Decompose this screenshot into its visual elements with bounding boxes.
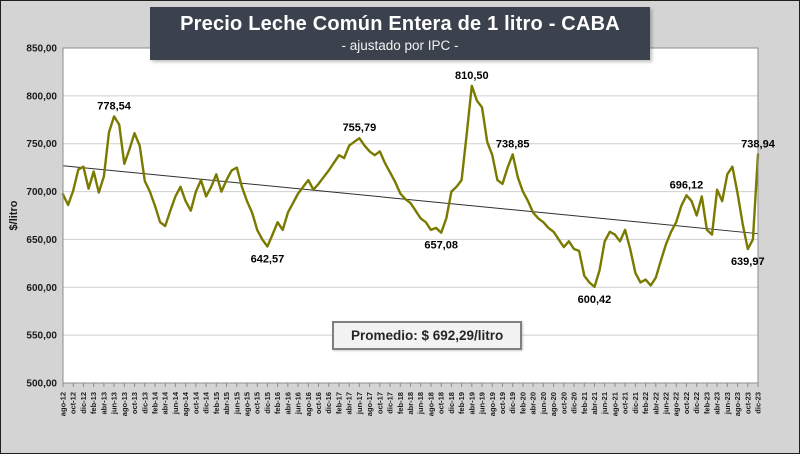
x-tick-label: dic-21 <box>631 392 640 414</box>
y-tick-label: 500,00 <box>26 379 57 390</box>
x-tick-label: dic-13 <box>140 392 149 414</box>
x-tick-label: dic-19 <box>508 392 517 414</box>
x-tick-label: jun-23 <box>723 392 732 415</box>
x-tick-label: dic-18 <box>447 392 456 414</box>
x-tick-label: dic-14 <box>202 391 211 414</box>
average-annotation-box: Promedio: $ 692,29/litro <box>332 321 523 350</box>
x-tick-label: oct-17 <box>375 392 384 414</box>
x-tick-label: oct-21 <box>621 392 630 414</box>
x-tick-label: oct-12 <box>69 392 78 414</box>
x-tick-label: jun-22 <box>662 392 671 415</box>
x-tick-label: dic-20 <box>570 392 579 414</box>
x-tick-label: dic-16 <box>324 392 333 414</box>
x-tick-label: jun-14 <box>171 391 180 415</box>
x-tick-label: ago-13 <box>120 392 129 416</box>
x-tick-label: abr-19 <box>467 392 476 415</box>
x-tick-label: feb-16 <box>273 392 282 414</box>
x-tick-label: abr-18 <box>406 392 415 415</box>
x-tick-label: feb-22 <box>641 392 650 414</box>
x-tick-label: feb-15 <box>212 392 221 414</box>
y-tick-label: 650,00 <box>26 235 57 246</box>
point-label: 738,94 <box>741 138 776 150</box>
point-label: 755,79 <box>343 122 377 134</box>
x-tick-label: abr-22 <box>651 392 660 415</box>
x-tick-label: abr-21 <box>590 392 599 415</box>
y-tick-label: 700,00 <box>26 187 57 198</box>
x-tick-label: abr-15 <box>222 392 231 415</box>
trend-line <box>62 165 759 235</box>
y-tick-label: 850,00 <box>26 44 57 55</box>
chart-subtitle: - ajustado por IPC - <box>341 38 459 53</box>
x-tick-label: ago-12 <box>59 392 68 416</box>
x-tick-label: ago-14 <box>181 391 190 416</box>
x-tick-label: feb-19 <box>457 392 466 414</box>
x-tick-label: jun-21 <box>600 392 609 415</box>
x-tick-label: oct-15 <box>253 392 262 414</box>
y-tick-label: 600,00 <box>26 283 57 294</box>
x-tick-label: ago-20 <box>549 392 558 416</box>
chart-title-box: Precio Leche Común Entera de 1 litro - C… <box>150 7 650 60</box>
point-label: 778,54 <box>97 100 132 112</box>
x-tick-label: jun-18 <box>416 392 425 415</box>
x-tick-label: ago-19 <box>488 392 497 416</box>
x-tick-label: feb-23 <box>702 392 711 414</box>
x-tick-label: ago-22 <box>672 392 681 416</box>
x-tick-label: abr-23 <box>713 392 722 415</box>
x-tick-label: ago-21 <box>610 392 619 416</box>
x-tick-label: oct-23 <box>743 392 752 414</box>
x-tick-label: ago-17 <box>365 392 374 416</box>
x-tick-label: abr-20 <box>529 392 538 415</box>
x-tick-label: feb-13 <box>89 392 98 414</box>
chart-title: Precio Leche Común Entera de 1 litro - C… <box>180 13 620 35</box>
average-label: Promedio: $ 692,29/litro <box>351 328 504 343</box>
x-tick-label: ago-16 <box>304 392 313 416</box>
x-tick-label: jun-15 <box>232 392 241 415</box>
x-tick-label: dic-15 <box>263 392 272 414</box>
point-label: 738,85 <box>496 138 530 150</box>
y-tick-label: 550,00 <box>26 331 57 342</box>
x-tick-label: oct-13 <box>130 392 139 414</box>
point-label: 657,08 <box>424 240 458 252</box>
point-label: 600,42 <box>578 294 612 306</box>
x-tick-label: oct-16 <box>314 392 323 414</box>
x-tick-label: feb-14 <box>150 391 159 414</box>
x-tick-label: jun-20 <box>539 392 548 415</box>
x-tick-label: jun-16 <box>294 392 303 415</box>
price-line <box>61 84 760 289</box>
x-tick-label: feb-18 <box>396 392 405 414</box>
x-tick-label: ago-18 <box>426 392 435 416</box>
point-label: 696,12 <box>670 179 704 191</box>
point-label: 642,57 <box>251 254 285 266</box>
x-tick-label: feb-17 <box>334 392 343 414</box>
y-axis-title: $/litro <box>8 200 20 230</box>
x-tick-label: feb-20 <box>518 392 527 414</box>
x-tick-label: oct-20 <box>559 392 568 414</box>
x-tick-label: oct-14 <box>191 391 200 414</box>
x-tick-label: abr-16 <box>283 392 292 415</box>
x-tick-label: dic-17 <box>386 392 395 414</box>
x-tick-label: abr-14 <box>161 391 170 414</box>
x-tick-label: dic-12 <box>79 392 88 414</box>
x-tick-label: jun-19 <box>478 392 487 415</box>
x-tick-label: ago-23 <box>733 392 742 416</box>
x-tick-label: oct-22 <box>682 392 691 414</box>
x-tick-label: dic-23 <box>754 392 763 414</box>
x-tick-label: oct-19 <box>498 392 507 414</box>
point-label: 810,50 <box>455 70 489 82</box>
x-tick-label: abr-17 <box>345 392 354 415</box>
point-label: 639,97 <box>731 256 765 268</box>
y-tick-label: 800,00 <box>26 91 57 102</box>
x-tick-label: feb-21 <box>580 392 589 414</box>
x-tick-label: jun-17 <box>355 392 364 415</box>
y-tick-label: 750,00 <box>26 139 57 150</box>
x-tick-label: dic-22 <box>692 392 701 414</box>
x-tick-label: ago-15 <box>242 392 251 416</box>
x-tick-label: abr-13 <box>99 392 108 415</box>
x-tick-label: oct-18 <box>437 392 446 414</box>
x-tick-label: jun-13 <box>110 392 119 415</box>
